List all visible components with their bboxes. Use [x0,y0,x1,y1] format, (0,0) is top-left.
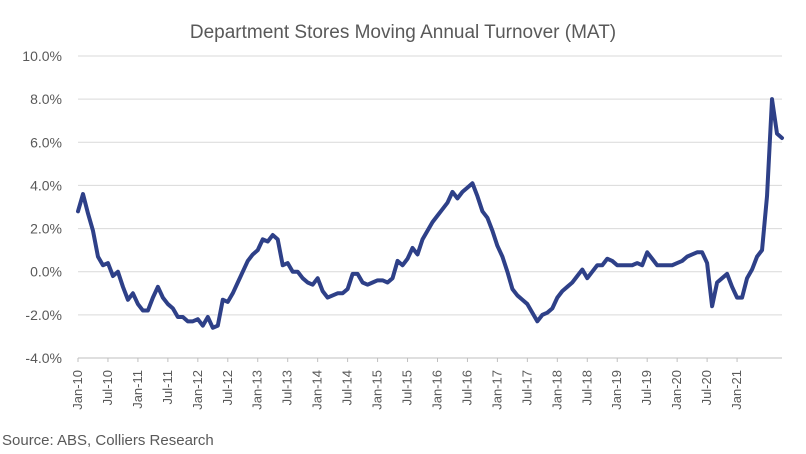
y-tick-label: -2.0% [25,307,62,323]
x-axis-ticks: Jan-10 Jul-10 Jan-11 Jul-11 Jan-12 Jul-12 Jan-… [70,358,744,410]
x-tick-label: Jul-18 [579,370,594,405]
y-tick-label: 2.0% [30,221,62,237]
x-tick-label: Jul-10 [100,370,115,405]
y-tick-label: 8.0% [30,91,62,107]
gridlines [78,55,782,316]
x-tick-label: Jul-12 [220,370,235,405]
x-tick-label: Jul-11 [160,370,175,404]
x-tick-label: Jan-16 [429,370,444,410]
series-layer [76,97,784,330]
x-tick-label: Jan-10 [70,370,85,410]
y-tick-label: 6.0% [30,134,62,150]
x-tick-label: Jul-14 [340,370,355,405]
y-axis-ticks: -4.0% -2.0% 0.0% 2.0% 4.0% 6.0% 8.0% 10.0% [22,48,62,366]
x-tick-label: Jan-13 [250,370,265,410]
series-line [76,97,784,330]
x-tick-label: Jul-15 [400,370,415,405]
x-tick-label: Jul-17 [519,370,534,405]
x-tick-label: Jan-15 [370,370,385,410]
y-tick-label: 4.0% [30,177,62,193]
x-tick-label: Jul-13 [280,370,295,405]
y-tick-label: 10.0% [22,48,62,64]
x-tick-label: Jan-21 [729,370,744,410]
y-tick-label: -4.0% [25,350,62,366]
source-note: Source: ABS, Colliers Research [2,432,214,449]
x-tick-label: Jan-18 [549,370,564,410]
x-tick-label: Jan-11 [130,370,145,409]
x-tick-label: Jul-20 [699,370,714,405]
x-tick-label: Jul-19 [639,370,654,405]
x-tick-label: Jan-20 [669,370,684,410]
x-tick-label: Jan-12 [190,370,205,410]
x-tick-label: Jan-14 [310,370,325,410]
chart-title: Department Stores Moving Annual Turnover… [190,22,616,43]
x-tick-label: Jul-16 [459,370,474,405]
x-tick-label: Jan-19 [609,370,624,410]
x-tick-label: Jan-17 [489,370,504,410]
y-tick-label: 0.0% [30,264,62,280]
